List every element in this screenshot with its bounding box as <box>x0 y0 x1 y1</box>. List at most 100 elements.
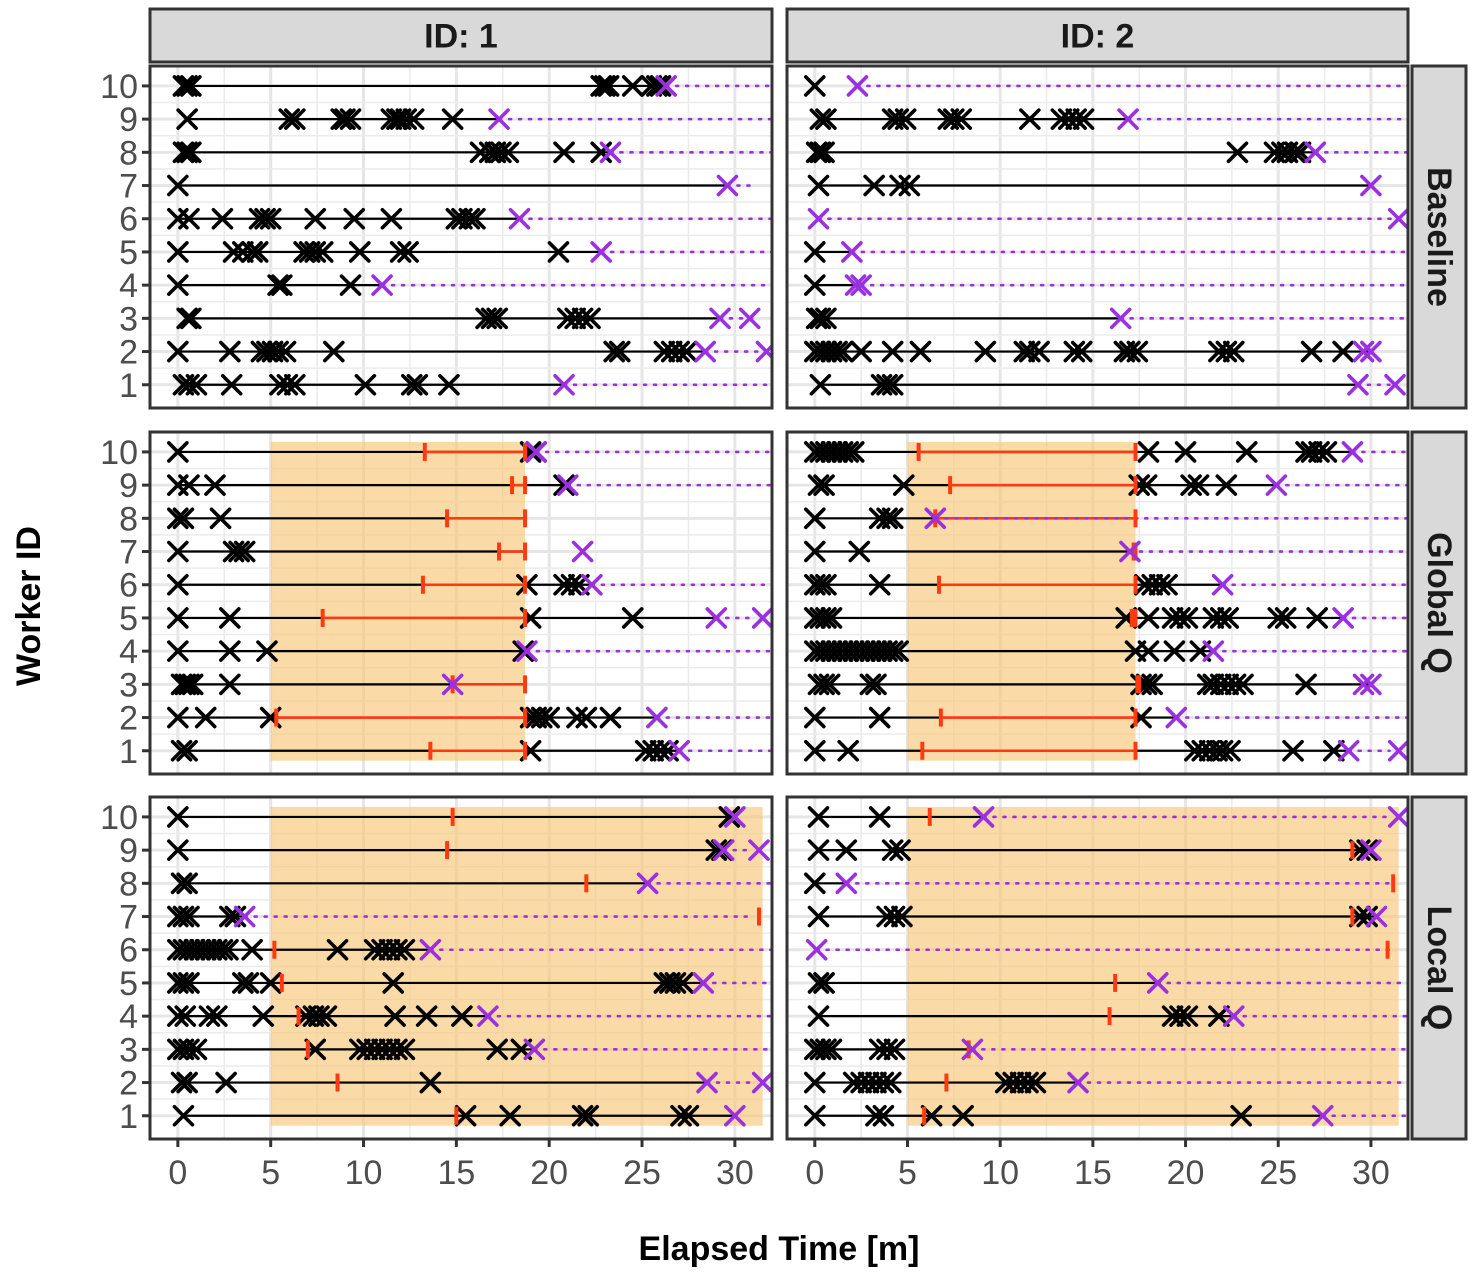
data-point <box>167 839 189 861</box>
final-point <box>844 274 867 296</box>
data-point <box>566 706 588 729</box>
x-tick-label: 0 <box>168 1154 187 1192</box>
data-point <box>571 1104 594 1127</box>
worker-row <box>804 441 1408 463</box>
data-point <box>167 507 189 530</box>
x-tick-label: 25 <box>1259 1154 1297 1192</box>
data-point <box>1135 474 1158 496</box>
data-point <box>842 1071 865 1094</box>
data-point <box>259 972 282 994</box>
data-point <box>675 340 698 363</box>
panel-border <box>148 430 774 776</box>
data-point <box>538 706 560 729</box>
final-point <box>846 75 869 97</box>
data-point <box>1065 108 1087 130</box>
data-point <box>1289 141 1312 164</box>
data-point <box>850 1071 872 1094</box>
data-point <box>590 75 612 97</box>
data-point <box>815 307 837 330</box>
data-point <box>1230 1104 1252 1127</box>
data-point <box>167 806 189 828</box>
final-point <box>924 507 947 530</box>
data-point <box>1017 1071 1039 1094</box>
final-point <box>1337 739 1360 762</box>
data-point <box>274 340 297 363</box>
y-tick-label: 1 <box>119 367 138 405</box>
data-point <box>553 573 575 596</box>
y-tick-label: 10 <box>100 68 138 106</box>
data-point <box>889 174 911 197</box>
data-point <box>174 673 197 696</box>
data-point <box>646 75 668 97</box>
data-point <box>178 207 200 230</box>
data-point <box>486 307 509 330</box>
data-point <box>170 1071 193 1094</box>
data-point <box>1002 1071 1024 1094</box>
worker-row <box>167 806 746 828</box>
x-tick-label: 20 <box>1167 1154 1205 1192</box>
data-point <box>664 972 687 994</box>
worker-row <box>807 839 1382 861</box>
data-point <box>649 739 672 762</box>
data-point <box>267 340 289 363</box>
final-point <box>1119 540 1141 563</box>
final-point <box>1311 1104 1334 1127</box>
data-point <box>909 340 932 363</box>
data-point <box>1174 441 1197 463</box>
final-point <box>556 474 579 496</box>
panel-content <box>150 797 772 1139</box>
data-point <box>1300 441 1323 463</box>
data-point <box>397 241 419 263</box>
panel-border <box>785 430 1410 776</box>
data-point <box>876 373 898 396</box>
final-point <box>716 174 739 197</box>
data-point <box>395 108 418 130</box>
data-point <box>1057 108 1080 130</box>
final-point <box>1360 340 1382 363</box>
data-point <box>894 108 917 130</box>
y-tick-label: 10 <box>100 799 138 837</box>
data-point <box>564 307 586 330</box>
data-point <box>705 839 728 861</box>
data-point <box>1169 1005 1191 1027</box>
data-point <box>441 108 464 130</box>
panel-content <box>150 432 772 774</box>
worker-row <box>804 739 1408 762</box>
data-point <box>172 75 195 97</box>
final-point <box>850 274 872 296</box>
data-point <box>848 540 871 563</box>
data-point <box>167 441 189 463</box>
data-point <box>1070 340 1093 363</box>
data-point <box>1211 739 1234 762</box>
final-point <box>724 1104 746 1127</box>
data-point <box>1202 673 1225 696</box>
data-point <box>406 373 429 396</box>
data-point <box>167 241 189 263</box>
data-point <box>892 474 915 496</box>
worker-row <box>804 573 1408 596</box>
data-point <box>1295 673 1317 696</box>
data-point <box>1161 1005 1184 1027</box>
data-point <box>1148 573 1171 596</box>
final-point <box>961 1038 984 1061</box>
worker-row <box>167 573 772 596</box>
data-point <box>1176 1005 1199 1027</box>
data-point <box>815 1038 837 1061</box>
data-point <box>809 307 832 330</box>
x-tick-label: 15 <box>437 1154 475 1192</box>
final-point <box>371 274 393 296</box>
data-point <box>1219 739 1241 762</box>
data-point <box>497 141 520 164</box>
data-point <box>1137 640 1160 662</box>
data-point <box>868 706 891 729</box>
final-point <box>1341 441 1364 463</box>
worker-row <box>807 1005 1408 1027</box>
worker-row <box>804 706 1408 729</box>
data-point <box>167 640 189 662</box>
data-point <box>818 673 841 696</box>
data-point <box>804 1071 826 1094</box>
data-point <box>1208 340 1230 363</box>
data-point <box>323 340 345 363</box>
data-point <box>813 141 835 164</box>
